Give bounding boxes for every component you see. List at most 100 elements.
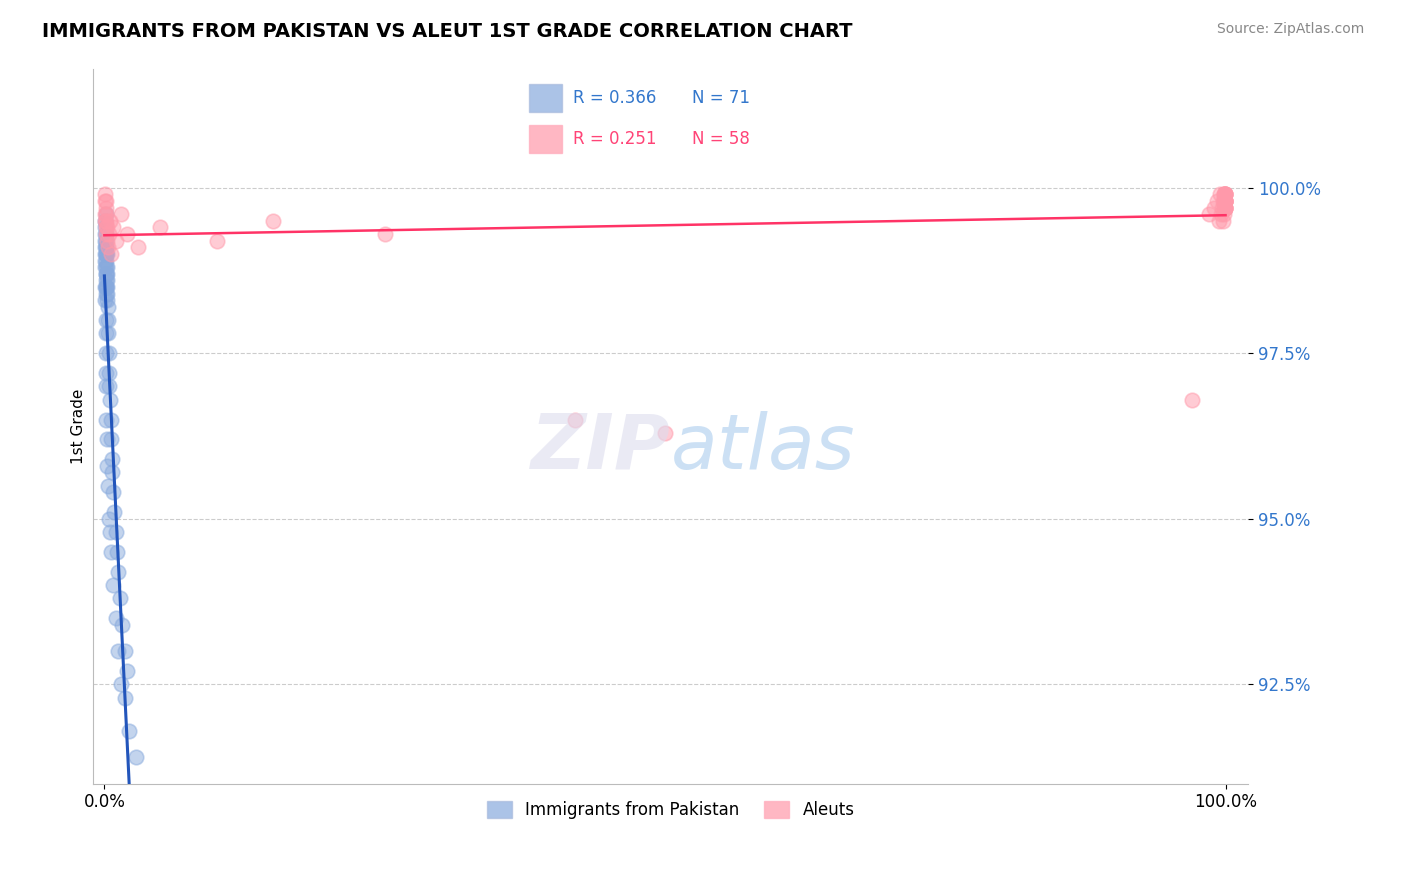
Point bbox=[98, 525, 121, 540]
Point bbox=[94, 227, 117, 241]
Text: Source: ZipAtlas.com: Source: ZipAtlas.com bbox=[1216, 22, 1364, 37]
Point bbox=[94, 187, 117, 202]
Point bbox=[94, 280, 117, 294]
Point bbox=[94, 260, 117, 275]
Point bbox=[114, 644, 136, 658]
Point bbox=[94, 214, 117, 228]
Point bbox=[97, 300, 120, 314]
Point bbox=[94, 326, 117, 341]
Point bbox=[98, 366, 121, 380]
Point bbox=[103, 485, 125, 500]
Point bbox=[100, 247, 122, 261]
Point bbox=[1215, 187, 1237, 202]
Text: atlas: atlas bbox=[671, 410, 855, 484]
Text: ZIP: ZIP bbox=[531, 410, 671, 484]
Point bbox=[94, 247, 117, 261]
Point bbox=[94, 201, 117, 215]
Point bbox=[94, 227, 117, 241]
Point bbox=[105, 545, 128, 559]
Point bbox=[97, 512, 120, 526]
Point bbox=[110, 677, 132, 691]
Point bbox=[94, 280, 117, 294]
Point bbox=[96, 220, 118, 235]
Point bbox=[94, 260, 117, 275]
Point bbox=[374, 227, 396, 241]
Point bbox=[1213, 194, 1236, 208]
Point bbox=[1213, 201, 1236, 215]
Point bbox=[98, 214, 121, 228]
Point bbox=[103, 578, 125, 592]
Point bbox=[1215, 194, 1237, 208]
Point bbox=[127, 240, 149, 254]
Point bbox=[101, 466, 124, 480]
Point bbox=[96, 240, 118, 254]
Point bbox=[654, 425, 676, 440]
Point bbox=[205, 234, 228, 248]
Point bbox=[564, 412, 586, 426]
Point bbox=[94, 247, 117, 261]
Point bbox=[1213, 187, 1236, 202]
Point bbox=[1215, 201, 1237, 215]
Point bbox=[118, 723, 141, 738]
Point bbox=[96, 293, 118, 308]
Point bbox=[1215, 201, 1237, 215]
Point bbox=[94, 286, 117, 301]
Point bbox=[107, 565, 129, 579]
Point bbox=[94, 253, 117, 268]
Point bbox=[103, 220, 125, 235]
Point bbox=[96, 267, 118, 281]
Point bbox=[94, 313, 117, 327]
Point bbox=[94, 207, 117, 221]
Point bbox=[96, 458, 118, 473]
Point bbox=[96, 267, 118, 281]
Point bbox=[1212, 194, 1234, 208]
Point bbox=[96, 412, 118, 426]
Point bbox=[104, 525, 127, 540]
Point bbox=[125, 750, 148, 764]
Point bbox=[94, 240, 117, 254]
Text: IMMIGRANTS FROM PAKISTAN VS ALEUT 1ST GRADE CORRELATION CHART: IMMIGRANTS FROM PAKISTAN VS ALEUT 1ST GR… bbox=[42, 22, 852, 41]
Point bbox=[1209, 187, 1232, 202]
Point bbox=[94, 227, 117, 241]
Point bbox=[94, 207, 117, 221]
Point bbox=[97, 479, 120, 493]
Point bbox=[1212, 201, 1234, 215]
Point bbox=[1215, 201, 1237, 215]
Point bbox=[94, 220, 117, 235]
Point bbox=[100, 433, 122, 447]
Point bbox=[115, 664, 138, 678]
Point bbox=[94, 220, 117, 235]
Point bbox=[97, 313, 120, 327]
Point bbox=[94, 366, 117, 380]
Point bbox=[103, 505, 125, 519]
Point bbox=[94, 234, 117, 248]
Point bbox=[94, 240, 117, 254]
Point bbox=[96, 247, 118, 261]
Point bbox=[96, 234, 118, 248]
Point bbox=[94, 293, 117, 308]
Point bbox=[100, 452, 122, 467]
Point bbox=[107, 644, 129, 658]
Point bbox=[108, 591, 131, 606]
Point bbox=[1212, 187, 1234, 202]
Point bbox=[94, 194, 117, 208]
Point bbox=[262, 214, 284, 228]
Point bbox=[98, 379, 121, 393]
Point bbox=[97, 346, 120, 360]
Point bbox=[1215, 187, 1237, 202]
Point bbox=[96, 280, 118, 294]
Point bbox=[94, 247, 117, 261]
Point bbox=[96, 433, 118, 447]
Point bbox=[1213, 201, 1236, 215]
Point bbox=[114, 690, 136, 705]
Point bbox=[1215, 194, 1237, 208]
Point bbox=[94, 194, 117, 208]
Point bbox=[97, 240, 120, 254]
Point bbox=[1205, 194, 1227, 208]
Point bbox=[1215, 187, 1237, 202]
Point bbox=[97, 326, 120, 341]
Point bbox=[1209, 207, 1232, 221]
Point bbox=[1215, 194, 1237, 208]
Point bbox=[94, 234, 117, 248]
Point bbox=[1212, 214, 1234, 228]
